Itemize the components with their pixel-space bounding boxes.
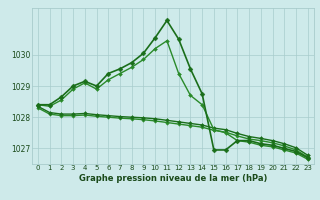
X-axis label: Graphe pression niveau de la mer (hPa): Graphe pression niveau de la mer (hPa) bbox=[79, 174, 267, 183]
